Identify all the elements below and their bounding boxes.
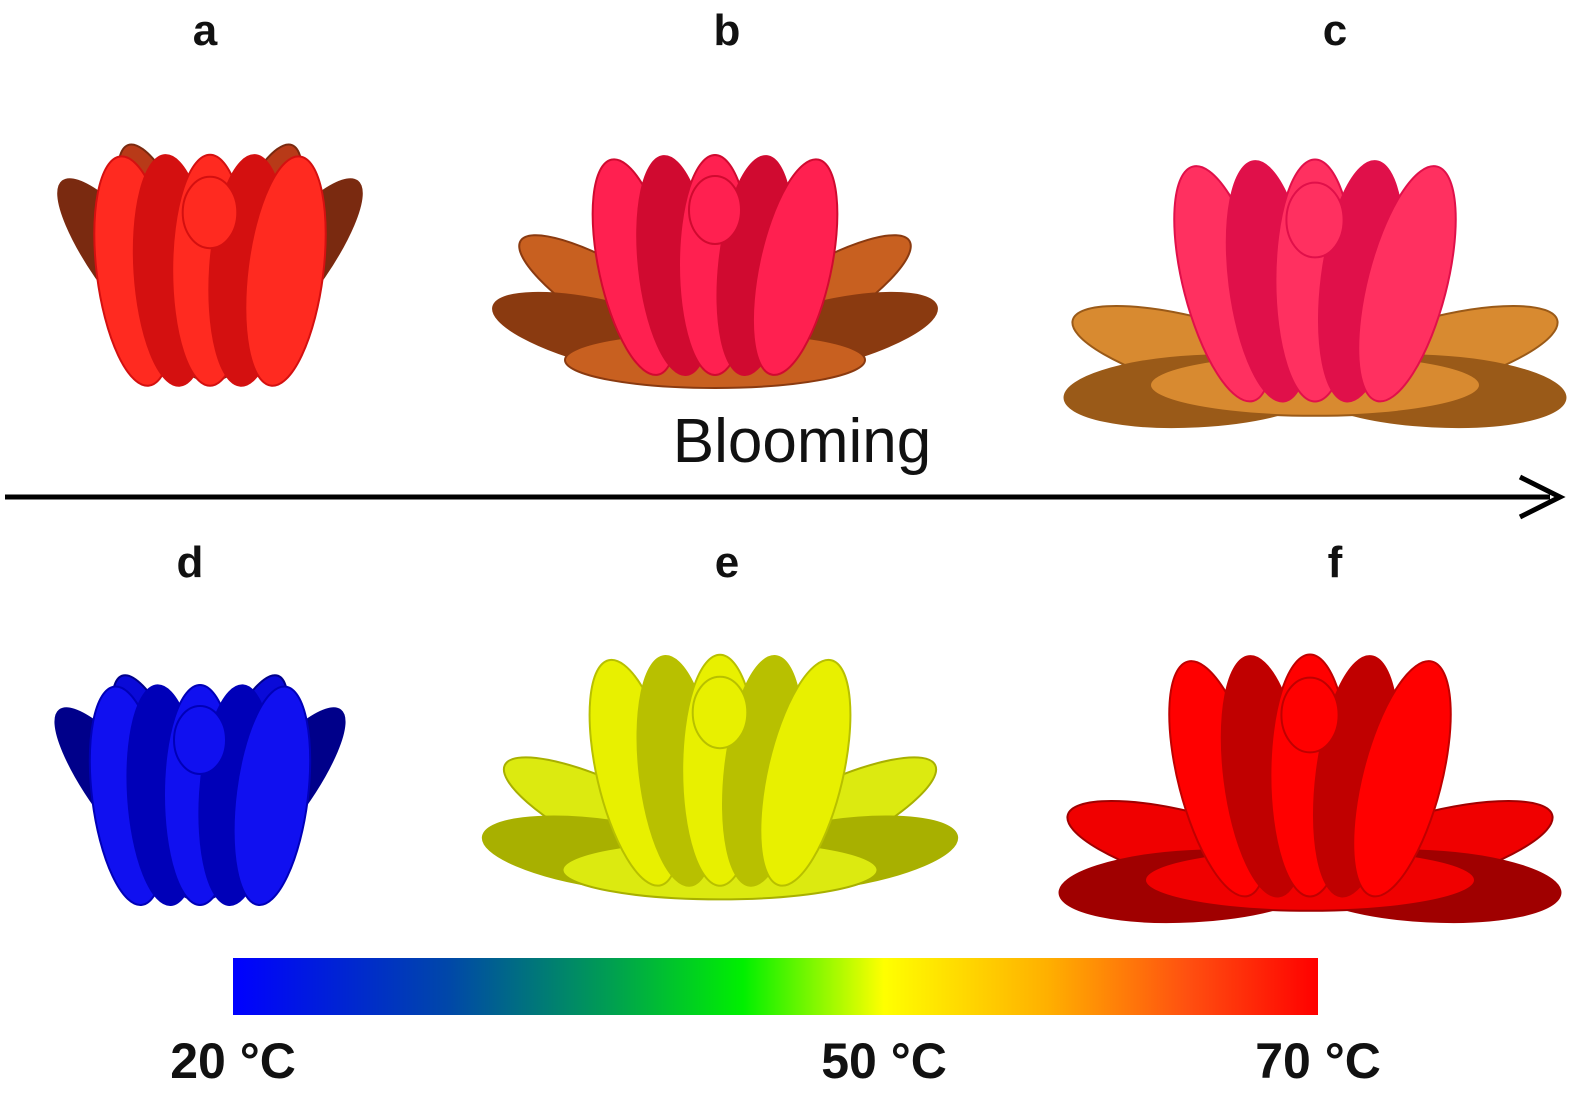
panel-label: a [193, 6, 218, 55]
panel-label: b [714, 6, 741, 55]
flower [1058, 653, 1562, 924]
colorbar [233, 958, 1318, 1015]
panel-label: f [1328, 538, 1343, 587]
colorbar-ticks: 20 °C 50 °C 70 °C [170, 1033, 1381, 1089]
pistil [1280, 676, 1340, 754]
pistil [181, 175, 239, 250]
colorbar-tick-label: 20 °C [170, 1033, 296, 1089]
panel-label: c [1323, 6, 1347, 55]
petal [232, 685, 312, 906]
petal [751, 158, 839, 376]
flower [1063, 158, 1567, 429]
panel-label: d [177, 538, 204, 587]
petal [759, 658, 852, 887]
petal [244, 155, 327, 387]
pistil [1285, 181, 1345, 259]
pistil [691, 675, 749, 750]
flower [481, 653, 959, 901]
flower [57, 143, 363, 387]
flower-illustrations [54, 143, 1567, 924]
arrow-head [1518, 474, 1566, 520]
colorbar-tick-label: 70 °C [1255, 1033, 1381, 1089]
flower [54, 674, 346, 906]
petal [1352, 660, 1452, 898]
pistil [688, 175, 742, 245]
petal [1357, 165, 1457, 403]
flower [492, 154, 938, 389]
arrow-label: Blooming [673, 407, 931, 476]
panel-label: e [715, 538, 739, 587]
pistil [173, 705, 227, 775]
colorbar-tick-label: 50 °C [821, 1033, 947, 1089]
